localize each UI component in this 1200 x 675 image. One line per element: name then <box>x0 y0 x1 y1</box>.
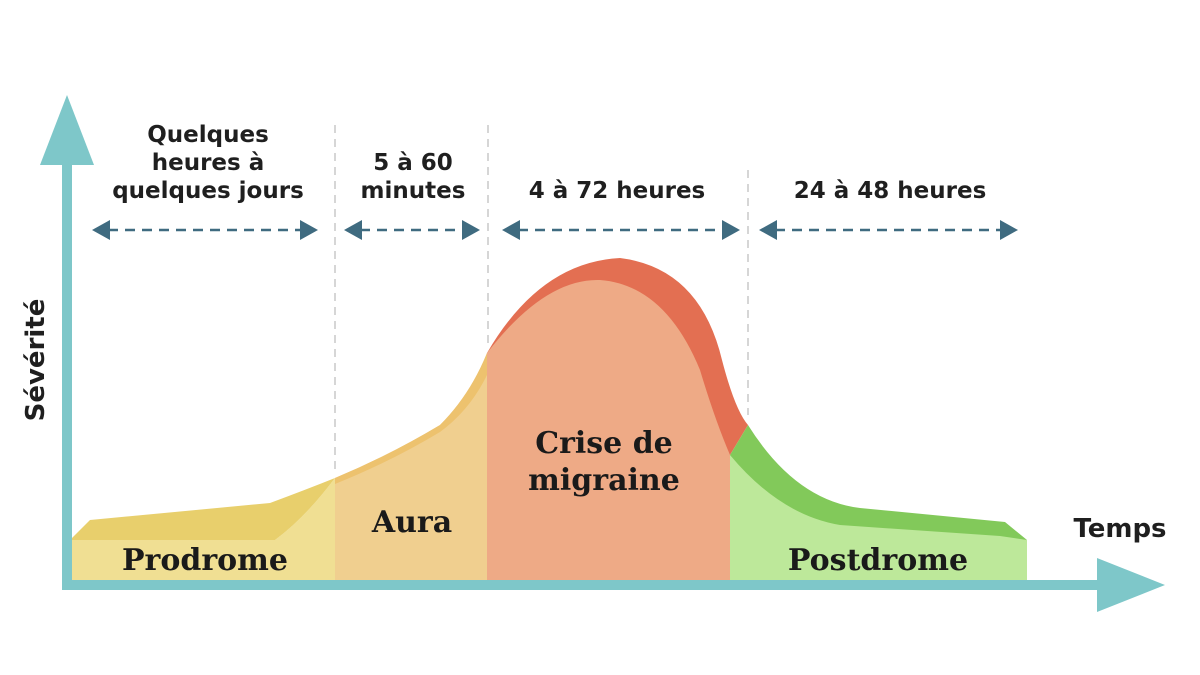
aura-duration-line-1: 5 à 60 <box>373 150 453 176</box>
phase-label-crisis-line-2: migraine <box>528 463 680 498</box>
phase-label-prodrome: Prodrome <box>122 543 288 578</box>
duration-arrow-aura <box>344 220 480 240</box>
x-axis-arrowhead <box>1097 558 1165 612</box>
duration-arrow-crisis <box>502 220 740 240</box>
duration-arrow-postdrome <box>759 220 1018 240</box>
crisis-duration-label: 4 à 72 heures <box>529 178 706 204</box>
aura-duration-line-2: minutes <box>361 178 466 204</box>
postdrome-area <box>730 455 1027 580</box>
duration-arrow-prodrome <box>92 220 318 240</box>
prodrome-duration-line-1: Quelques <box>147 122 269 148</box>
y-axis-label: Sévérité <box>21 299 51 422</box>
prodrome-top <box>70 478 335 540</box>
phase-label-aura: Aura <box>371 505 452 540</box>
y-axis-arrowhead <box>40 95 94 165</box>
phase-label-postdrome: Postdrome <box>788 543 968 578</box>
postdrome-duration-label: 24 à 48 heures <box>794 178 987 204</box>
phase-label-crisis-line-1: Crise de <box>535 426 673 461</box>
postdrome-top <box>730 425 1027 540</box>
prodrome-duration-line-3: quelques jours <box>112 178 304 204</box>
prodrome-area <box>70 478 335 580</box>
crisis-area <box>487 279 730 580</box>
x-axis-label: Temps <box>1073 514 1166 544</box>
aura-area <box>335 353 487 580</box>
prodrome-duration-line-2: heures à <box>152 150 265 176</box>
